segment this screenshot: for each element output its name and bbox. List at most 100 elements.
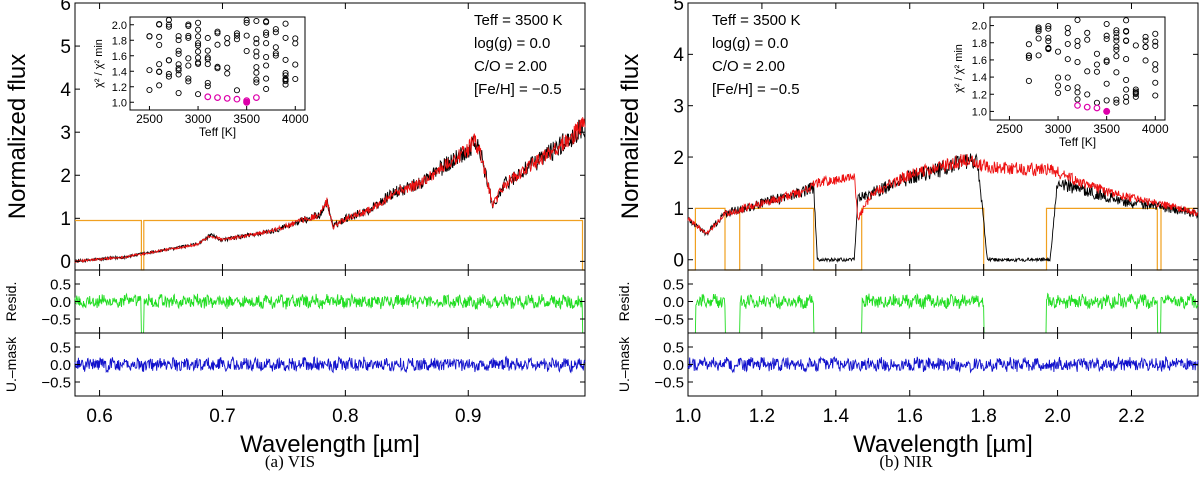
nir-inset-best-filled-point (1103, 107, 1111, 115)
vis-inset-point (185, 75, 192, 82)
nir-inset-point (1103, 80, 1110, 87)
vis-inset-best-point (252, 94, 260, 101)
vis-inset-y-tick-label: 2.0 (112, 20, 127, 32)
vis-inset-point (175, 89, 182, 97)
vis-inset-point (165, 57, 172, 64)
nir-inset-point (1142, 43, 1149, 50)
nir-model-spectrum-line (687, 154, 1199, 236)
vis-inset-point (156, 68, 163, 75)
vis-main-y-tick-label: 5 (60, 37, 71, 58)
vis-inset-point (253, 35, 260, 42)
nir-inset-point (1074, 42, 1081, 50)
vis-inset-y-tick-label: 1.8 (112, 35, 127, 47)
vis-x-tick-label: 0.9 (455, 406, 481, 427)
vis-inset-best-point (223, 94, 231, 102)
vis-inset-point (175, 67, 182, 74)
vis-inset-point (282, 20, 289, 27)
nir-inset-point (1074, 16, 1081, 24)
nir-main-ylabel: Normalized flux (617, 54, 644, 219)
vis-inset-point (253, 40, 260, 47)
vis-inset-point (195, 19, 202, 26)
vis-inset-point (214, 28, 221, 35)
nir-inset-point (1113, 99, 1120, 106)
vis-inset-x-tick-label: 3000 (185, 112, 212, 126)
nir-inset-y-tick-label: 1.8 (972, 38, 987, 50)
nir-inset-point (1132, 86, 1139, 93)
nir-inset-point (1142, 33, 1149, 40)
vis-inset-best-point (214, 94, 221, 101)
vis-inset-point (233, 87, 240, 94)
nir-inset-x-tick-label: 3500 (1093, 122, 1120, 136)
nir-inset-point (1035, 52, 1042, 59)
nir-main-y-tick-label: 5 (673, 0, 684, 15)
nir-inset-point (1074, 59, 1081, 66)
nir-inset-point (1152, 30, 1159, 37)
vis-inset-point (233, 30, 240, 37)
vis-resid_unmasked-line (74, 355, 586, 374)
nir-inset-point (1103, 35, 1110, 43)
nir-inset-point (1084, 36, 1091, 43)
vis-inset-point (185, 32, 192, 39)
vis-main-y-tick-label: 3 (60, 123, 71, 144)
vis-inset-point (185, 55, 192, 62)
vis-inset-point (156, 33, 163, 40)
vis-inset-point (214, 65, 221, 72)
vis-inset-point (175, 50, 182, 57)
nir-inset-point (1103, 32, 1110, 39)
vis-inset-point (175, 65, 182, 72)
vis-inset-point (263, 62, 270, 69)
nir-inset-point (1142, 57, 1149, 64)
nir-inset-xlabel: Teff [K] (1059, 135, 1096, 149)
nir-resid_unmasked-y-tick-label: −0.5 (654, 374, 684, 391)
nir-x-tick-label: 1.8 (970, 406, 996, 427)
nir-inset-x-tick-label: 3000 (1045, 122, 1072, 136)
vis-inset-y-tick-label: 1.6 (112, 51, 127, 63)
vis-inset-point (195, 42, 202, 49)
vis-inset-point (292, 75, 299, 83)
vis-inset-point (165, 23, 172, 30)
vis-inset-point (243, 32, 250, 39)
nir-inset-point (1055, 74, 1062, 81)
vis-inset-point (204, 83, 211, 90)
vis-inset-point (214, 41, 221, 48)
nir-inset-point (1113, 37, 1120, 44)
nir-resid_masked-line (688, 292, 1199, 334)
nir-inset-point (1123, 56, 1130, 63)
vis-inset-point (195, 33, 202, 40)
vis-inset-point (146, 33, 153, 40)
vis-inset-point (292, 61, 299, 68)
vis-caption: (a) VIS (264, 452, 316, 471)
nir-inset-point (1113, 53, 1120, 60)
vis-inset-point (165, 70, 172, 78)
nir-inset-point (1123, 86, 1130, 93)
vis-inset-point (263, 75, 270, 82)
vis-inset-point (263, 40, 270, 47)
vis-inset-point (214, 30, 221, 37)
nir-inset-point (1103, 20, 1110, 28)
vis-inset-point (204, 34, 211, 42)
nir-inset-point (1045, 34, 1052, 41)
vis-observed-spectrum-line (74, 119, 586, 264)
vis-inset-xlabel: Teff [K] (199, 125, 236, 139)
nir-inset-point (1025, 77, 1032, 84)
vis-inset-point (175, 33, 182, 40)
vis-x-tick-label: 0.8 (332, 406, 358, 427)
vis-figure: 0 1 2 3 4 5 6 Normalized flux Teff = 3500 K log(g… (3, 0, 586, 458)
nir-inset-point (1113, 34, 1120, 41)
nir-inset-best-point (1074, 102, 1081, 109)
vis-inset-point (263, 54, 270, 61)
vis-inset-point (204, 54, 211, 61)
vis-inset-point (263, 19, 270, 26)
nir-mask-line (688, 207, 1198, 271)
nir-inset-point (1132, 42, 1139, 49)
vis-resid_masked-y-tick-label: 0.5 (50, 276, 71, 293)
vis-inset-point (165, 16, 172, 24)
vis-inset-point (224, 34, 231, 42)
nir-inset-point (1152, 79, 1159, 86)
vis-param-text: [Fe/H] = −0.5 (474, 81, 562, 98)
nir-main-y-tick-label: 1 (673, 199, 684, 220)
nir-inset-point (1074, 84, 1081, 91)
nir-inset-point (1045, 25, 1052, 32)
nir-inset-point (1152, 38, 1159, 45)
